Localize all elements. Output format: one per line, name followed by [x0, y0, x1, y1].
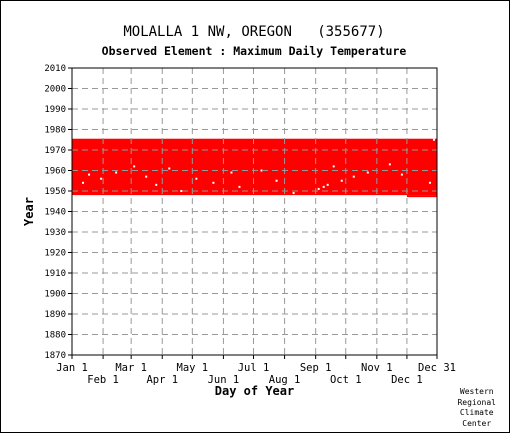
- credit-block: Western Regional Climate Center: [457, 387, 496, 429]
- y-tick-label: 1920: [44, 249, 66, 259]
- missing-data-point: [238, 185, 241, 188]
- y-tick-label: 1880: [44, 331, 66, 341]
- x-axis-label: Day of Year: [215, 384, 294, 398]
- credit-line: Western: [459, 387, 494, 396]
- y-tick-label: 2000: [44, 85, 66, 95]
- x-tick-label: Jan 1: [56, 362, 88, 374]
- missing-data-point: [340, 179, 343, 182]
- x-tick-label: Oct 1: [330, 374, 362, 386]
- missing-data-point: [260, 169, 263, 172]
- missing-data-point: [155, 183, 158, 186]
- x-tick-label: Jun 1: [208, 374, 240, 386]
- missing-data-point: [326, 183, 329, 186]
- x-tick-label: Feb 1: [87, 374, 119, 386]
- x-tick-label: Apr 1: [146, 374, 178, 386]
- y-tick-label: 1870: [44, 351, 66, 361]
- missing-data-point: [388, 163, 391, 166]
- x-tick-label: Jul 1: [238, 362, 270, 374]
- x-tick-label: Nov 1: [361, 362, 393, 374]
- missing-data-point: [180, 190, 183, 192]
- missing-data-point: [88, 173, 91, 176]
- missing-data-point: [322, 185, 325, 188]
- y-tick-label: 2010: [44, 64, 66, 74]
- missing-data-point: [168, 167, 171, 170]
- data-band-extension: [406, 195, 437, 198]
- missing-data-point: [145, 175, 148, 178]
- missing-data-point: [230, 171, 233, 174]
- y-tick-label: 1980: [44, 126, 66, 136]
- x-tick-label: Mar 1: [115, 362, 147, 374]
- y-tick-label: 1930: [44, 228, 66, 238]
- plot-border: [71, 67, 438, 356]
- y-tick-label: 1910: [44, 269, 66, 279]
- missing-data-point: [100, 177, 103, 180]
- y-tick-label: 1950: [44, 187, 66, 197]
- missing-data-point: [292, 192, 295, 195]
- x-tick-label: Sep 1: [300, 362, 332, 374]
- missing-data-point: [212, 181, 215, 184]
- y-tick-label: 1940: [44, 208, 66, 218]
- missing-data-point: [366, 171, 369, 174]
- missing-data-point: [133, 165, 136, 168]
- missing-data-point: [275, 179, 278, 182]
- y-axis-label: Year: [22, 197, 36, 226]
- x-tick-label: Dec 1: [391, 374, 423, 386]
- missing-data-point: [432, 138, 435, 141]
- y-tick-label: 1900: [44, 290, 66, 300]
- credit-line: Climate: [459, 408, 494, 417]
- missing-data-point: [195, 177, 198, 180]
- chart-title: MOLALLA 1 NW, OREGON (355677): [123, 24, 385, 40]
- missing-data-point: [317, 187, 320, 190]
- missing-data-point: [115, 171, 118, 174]
- missing-data-point: [400, 173, 403, 176]
- missing-data-point: [352, 175, 355, 178]
- y-tick-label: 1890: [44, 310, 66, 320]
- missing-data-point: [332, 165, 335, 168]
- missing-data-point: [82, 181, 85, 184]
- credit-line: Center: [462, 418, 492, 428]
- chart-subtitle: Observed Element : Maximum Daily Tempera…: [101, 44, 407, 58]
- x-tick-label: Aug 1: [269, 374, 301, 386]
- x-tick-label: Dec 31: [418, 362, 456, 374]
- credit-line: Regional: [457, 397, 496, 407]
- data-band: [72, 138, 437, 196]
- y-tick-label: 1970: [44, 146, 66, 156]
- y-tick-label: 1960: [44, 167, 66, 177]
- x-tick-label: May 1: [177, 362, 209, 374]
- missing-data-point: [428, 181, 431, 184]
- y-tick-label: 1990: [44, 105, 66, 115]
